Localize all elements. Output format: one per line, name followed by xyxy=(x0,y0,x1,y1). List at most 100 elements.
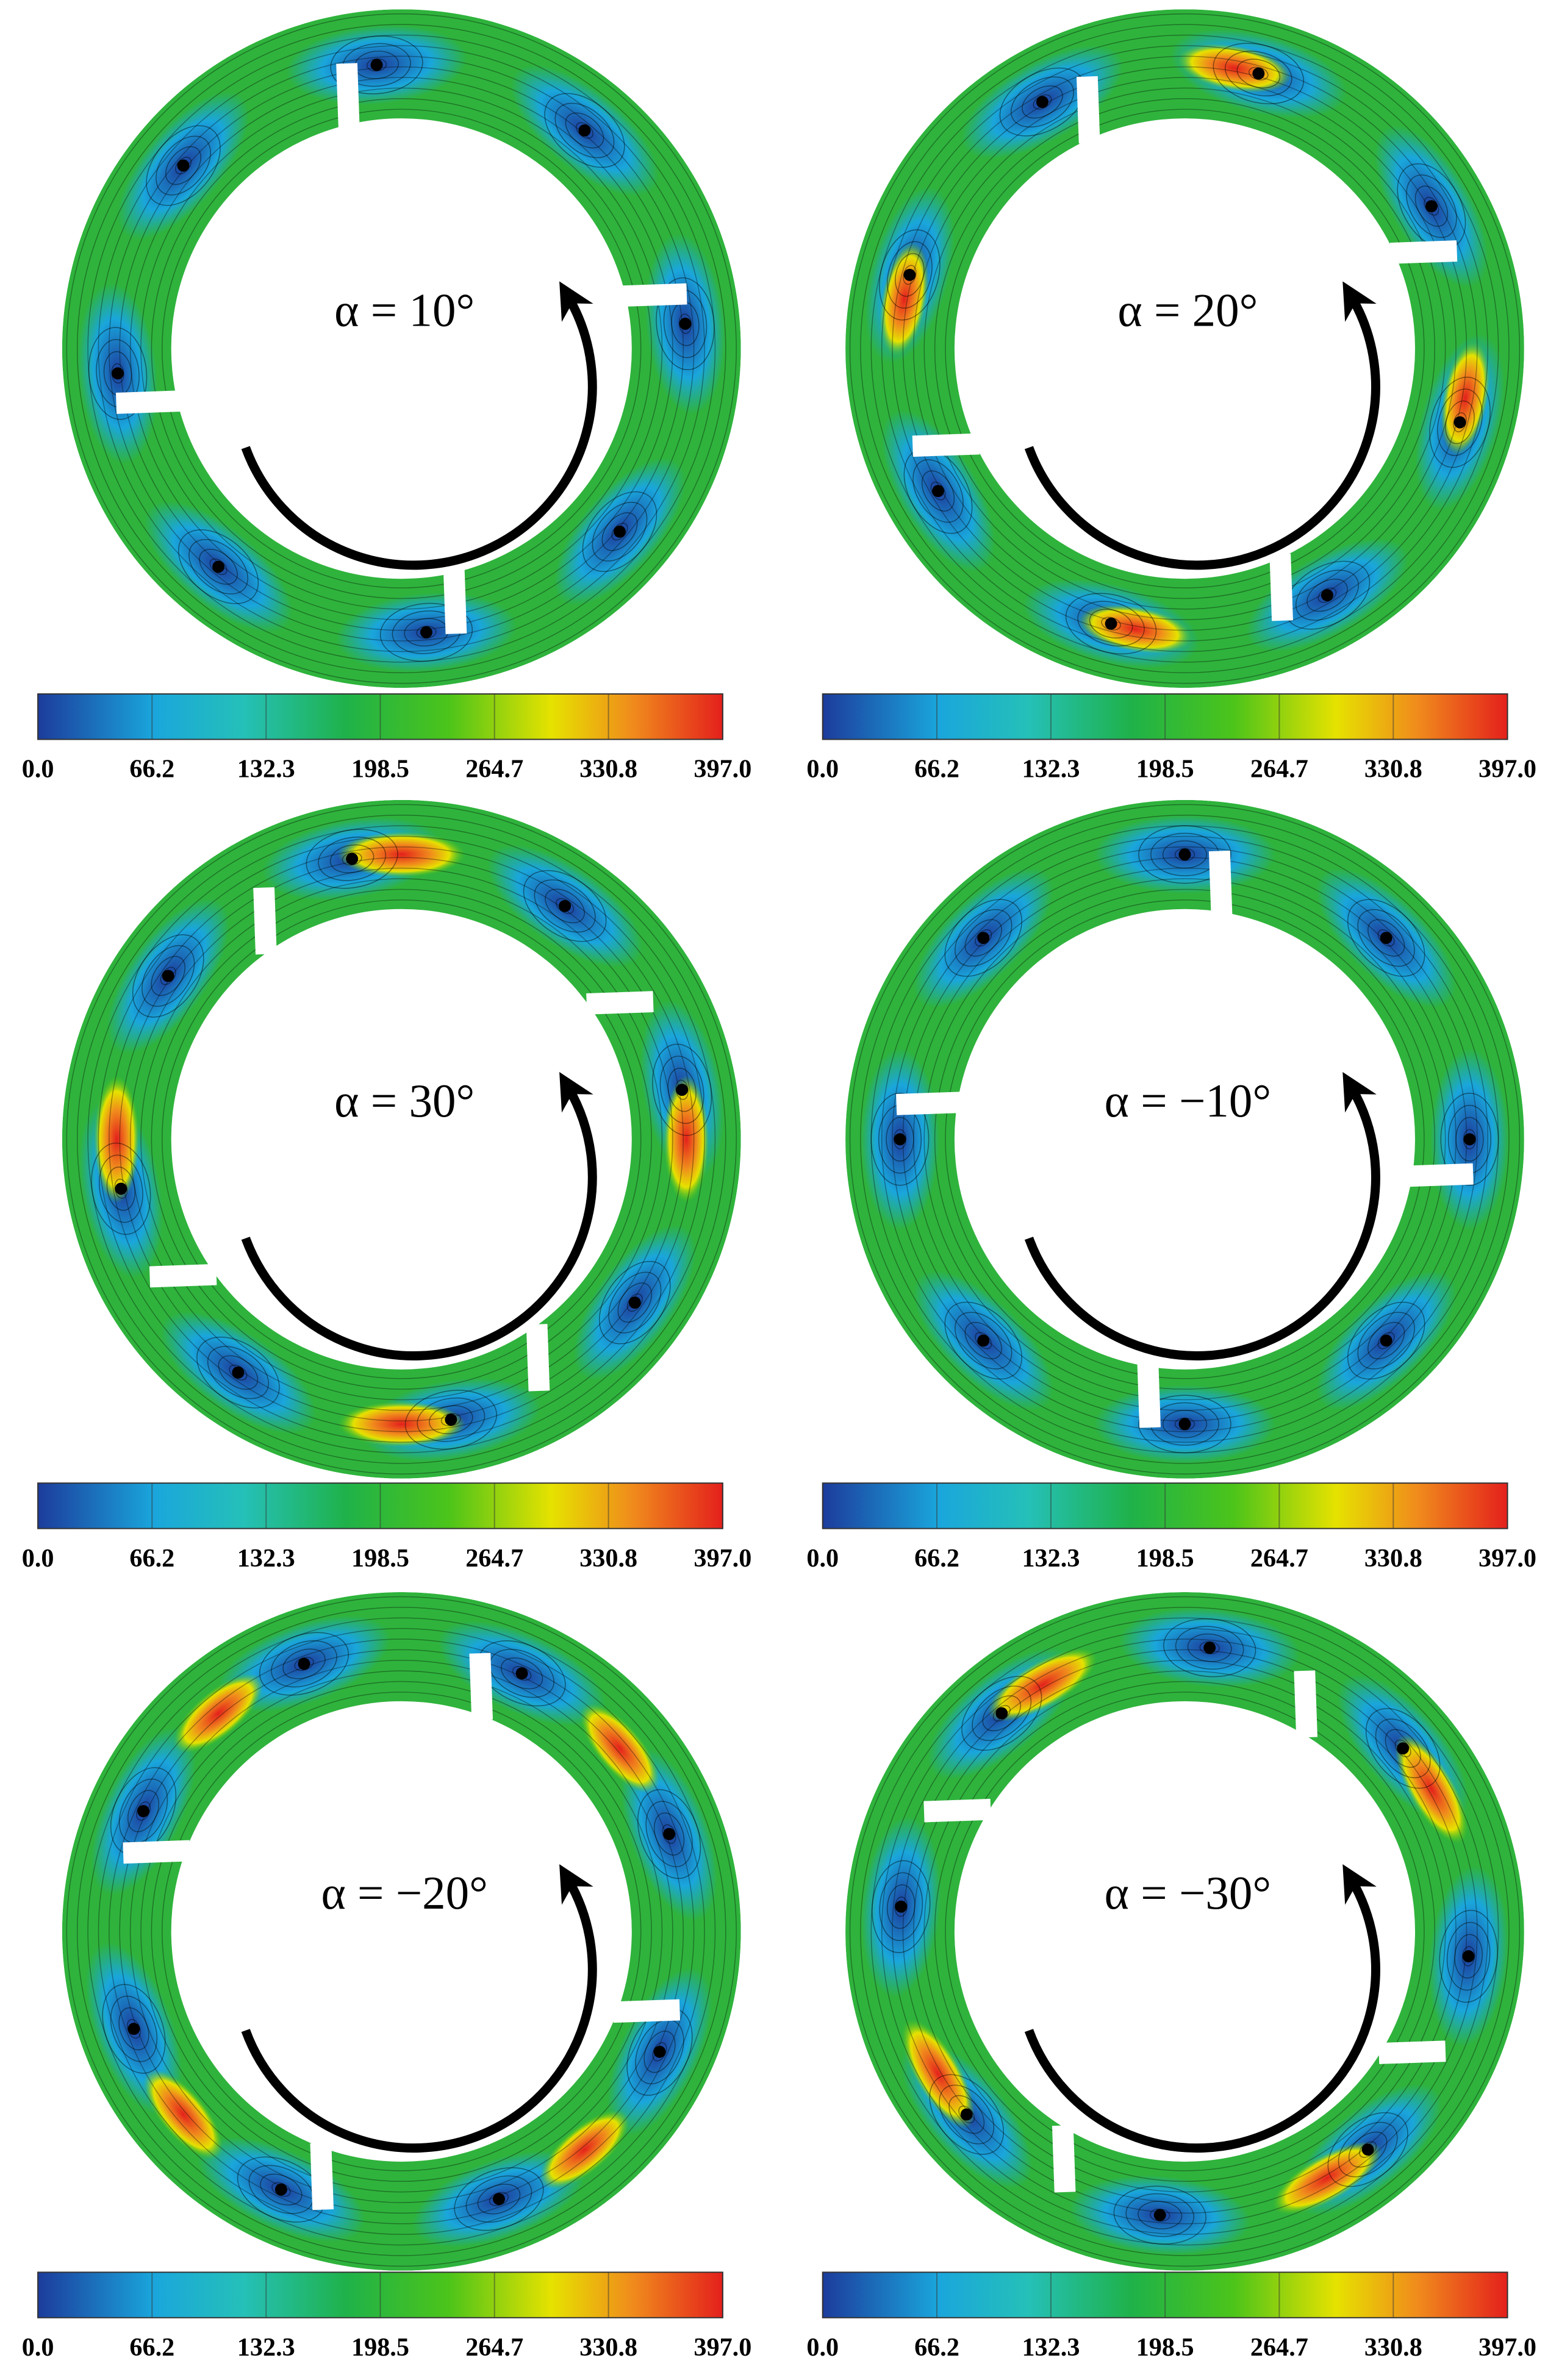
streamline xyxy=(913,77,1457,621)
vortex-line xyxy=(1348,2131,1388,2168)
flow-field xyxy=(62,799,741,1479)
vortex-line xyxy=(429,1405,473,1434)
colorbar-tick-label: 198.5 xyxy=(351,1544,409,1573)
vortex-line xyxy=(939,2084,995,2145)
vortex-line xyxy=(110,1995,157,2062)
vortex-core xyxy=(298,1657,310,1670)
vortex-line xyxy=(1236,59,1281,88)
blade-slot xyxy=(443,566,467,634)
streamline xyxy=(923,87,1446,610)
panel: α = −30° 0.0 66.2 132.3 198.5 264.7 330.8 397.0 xyxy=(806,1592,1536,2362)
vortex-core xyxy=(1036,96,1048,109)
vortex-line xyxy=(118,1778,168,1844)
high-zone xyxy=(1441,341,1490,455)
vortex-line xyxy=(534,879,596,933)
vortex-line xyxy=(1101,616,1121,631)
vortex-line xyxy=(512,1666,532,1681)
colorbar-tick-label: 330.8 xyxy=(1364,2333,1422,2362)
vortex-line xyxy=(260,2173,303,2206)
vortex-line xyxy=(1429,376,1491,468)
streamline xyxy=(162,899,642,1379)
colorbar-tick-label: 66.2 xyxy=(129,1544,174,1573)
vortex-core xyxy=(370,59,383,71)
vortex-line xyxy=(675,1079,689,1100)
colorbar-tick-label: 132.3 xyxy=(1022,2333,1080,2362)
vortex-core xyxy=(559,899,572,912)
vortex-line xyxy=(1213,43,1305,104)
vortex-line xyxy=(1367,1321,1405,1360)
vortex-line xyxy=(271,2182,291,2197)
panel-label: α = −30° xyxy=(1105,1867,1272,1919)
vortex-line xyxy=(146,125,221,206)
vortex-line xyxy=(656,277,715,371)
vortex-core xyxy=(578,124,591,137)
vortex-line xyxy=(654,1812,685,1856)
colorbar-tick-label: 132.3 xyxy=(237,2333,295,2362)
rotation-arrow xyxy=(1024,281,1380,570)
vortex-line xyxy=(582,491,658,572)
vortex-core xyxy=(177,159,190,172)
colorbar-tick-label: 66.2 xyxy=(914,2333,959,2362)
ring-fill xyxy=(62,799,741,1479)
vortex-line xyxy=(329,844,375,874)
vortex-line xyxy=(1446,1921,1491,1991)
high-zone xyxy=(1078,604,1192,654)
vortex-line xyxy=(1022,85,1063,119)
vortex-line xyxy=(465,2175,532,2223)
blade-slot xyxy=(912,433,980,457)
high-zone xyxy=(1394,1734,1468,1844)
vortex-line xyxy=(1440,1093,1499,1186)
blade-slot xyxy=(469,1653,493,1721)
blade-slot xyxy=(1378,2040,1446,2064)
streamline xyxy=(109,1638,695,2225)
vortex-line xyxy=(306,829,398,889)
vortex-line xyxy=(955,1312,1012,1370)
streamline xyxy=(98,45,705,652)
vortex-line xyxy=(151,956,185,996)
colorbar-tick-label: 198.5 xyxy=(1136,2333,1194,2362)
flow-field xyxy=(62,1592,741,2271)
blade-slot xyxy=(526,1324,550,1392)
blade-slot xyxy=(115,390,184,414)
vortex-core xyxy=(932,485,944,498)
vortex-core xyxy=(212,560,225,573)
vortex-line xyxy=(879,229,941,321)
colorbar-tick-label: 397.0 xyxy=(693,755,751,784)
vortex-line xyxy=(1445,400,1475,445)
vortex-line xyxy=(1347,899,1425,977)
vortex-line xyxy=(1077,601,1145,647)
streamline xyxy=(870,34,1499,663)
rotation-arrow xyxy=(1024,1071,1380,1360)
vortex-core xyxy=(628,1296,641,1309)
ring-fill xyxy=(845,9,1524,688)
panel: α = 10° 0.0 66.2 132.3 198.5 264.7 330.8 397.0 xyxy=(22,9,751,784)
colorbar-tick-label: 198.5 xyxy=(351,2333,409,2362)
streamline xyxy=(934,98,1436,599)
streamline xyxy=(849,13,1521,684)
streamline xyxy=(934,1681,1436,2182)
vortex-core xyxy=(115,1182,127,1195)
streamline xyxy=(151,98,652,599)
colorbar-tick-label: 132.3 xyxy=(237,755,295,784)
streamline xyxy=(892,55,1478,641)
colorbar-tick-label: 264.7 xyxy=(1250,1544,1308,1573)
streamline xyxy=(76,1607,726,2256)
streamline xyxy=(892,1638,1478,2225)
vortex-core xyxy=(1252,67,1265,80)
vortex-line xyxy=(417,1397,486,1442)
vortex-core xyxy=(127,2023,140,2035)
vortex-line xyxy=(142,945,195,1007)
vortex-core xyxy=(445,1413,457,1426)
vortex-core xyxy=(894,1133,906,1146)
vortex-line xyxy=(1385,1729,1421,1768)
high-zone xyxy=(1177,43,1291,93)
streamline xyxy=(119,1649,684,2214)
blade-slot xyxy=(1294,1670,1317,1738)
streamline xyxy=(902,66,1468,631)
colorbar-tick-label: 330.8 xyxy=(579,755,637,784)
vortex-line xyxy=(601,512,638,551)
vortex-core xyxy=(1380,1334,1392,1347)
vortex-core xyxy=(162,970,174,982)
colorbar-tick-label: 0.0 xyxy=(22,2333,54,2362)
blade-slot xyxy=(1052,2125,1076,2193)
